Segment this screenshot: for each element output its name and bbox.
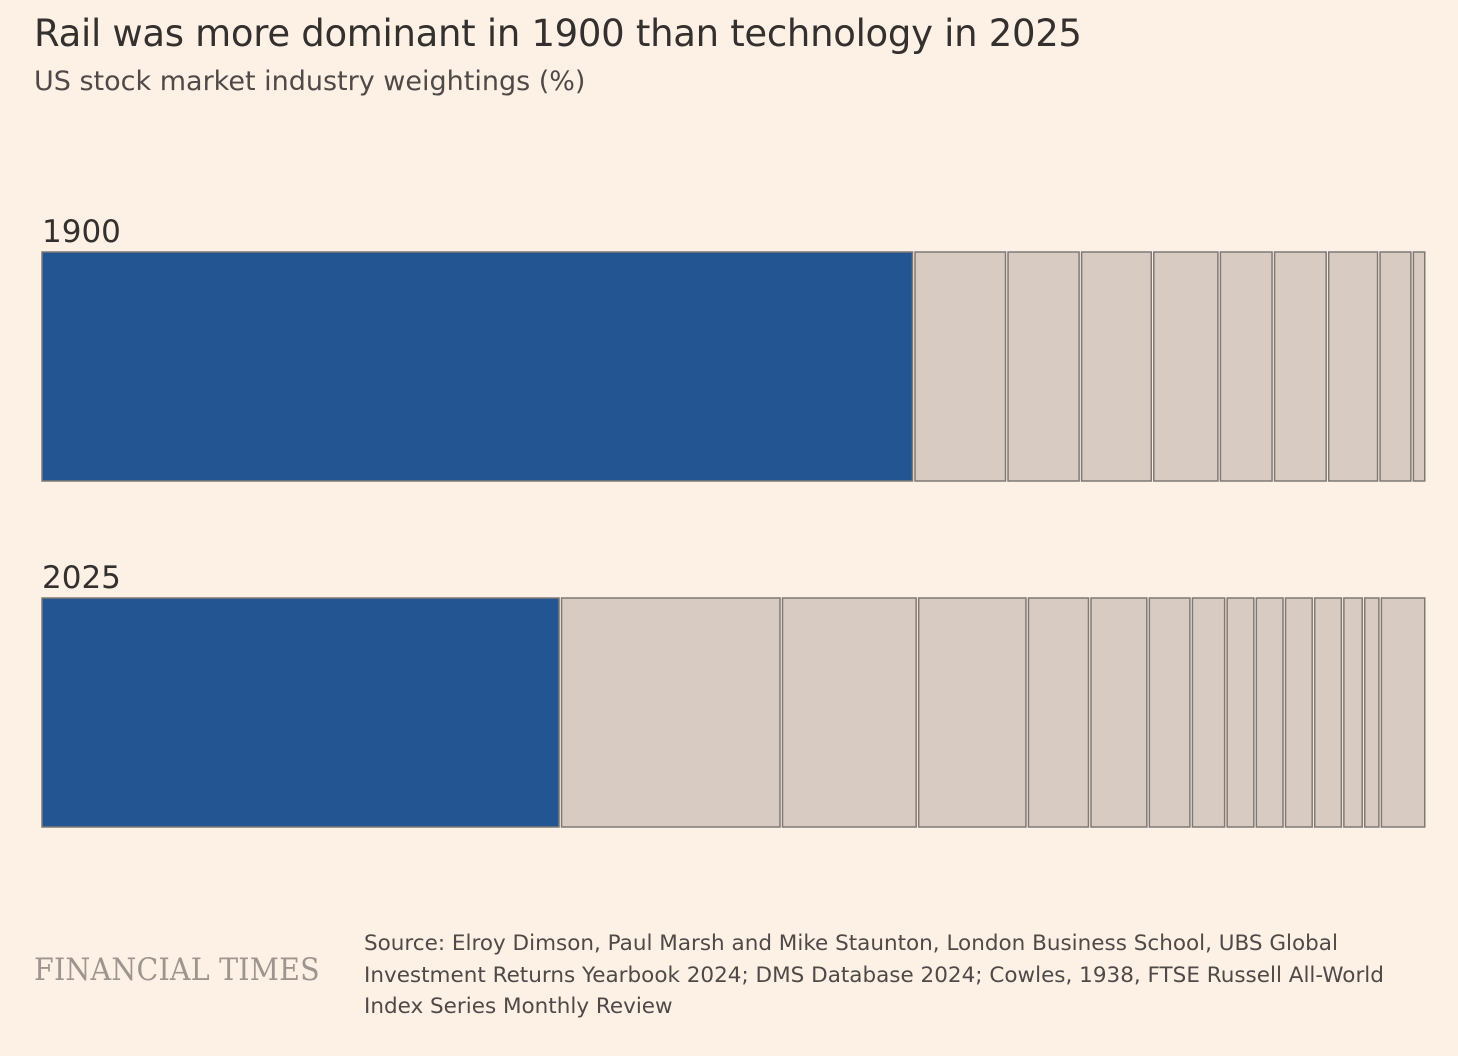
bar-segment-2025-2 xyxy=(560,597,781,828)
bar-segment-2025-5 xyxy=(1027,597,1090,828)
bar-segment-1900-10 xyxy=(1412,251,1426,482)
bar-segment-2025-13 xyxy=(1343,597,1363,828)
bar-segment-1900-3 xyxy=(1007,251,1080,482)
chart-title: Rail was more dominant in 1900 than tech… xyxy=(34,12,1082,55)
bar-segment-2025-9 xyxy=(1226,597,1255,828)
row-label-1900: 1900 xyxy=(42,214,121,250)
ft-logo: FINANCIAL TIMES xyxy=(34,952,320,988)
bar-segment-2025-11 xyxy=(1284,597,1313,828)
bar-segment-1900-1 xyxy=(41,251,914,482)
bar-segment-1900-8 xyxy=(1327,251,1379,482)
row-label-2025: 2025 xyxy=(42,560,121,596)
bar-segment-1900-7 xyxy=(1273,251,1327,482)
bar-segment-1900-2 xyxy=(914,251,1007,482)
stacked-bar-chart: 1900 2025 xyxy=(41,214,1426,828)
bar-segment-2025-6 xyxy=(1090,597,1148,828)
source-note: Source: Elroy Dimson, Paul Marsh and Mik… xyxy=(364,931,1384,1019)
bar-segment-2025-4 xyxy=(917,597,1027,828)
bar-segment-2025-7 xyxy=(1148,597,1191,828)
chart-subtitle: US stock market industry weightings (%) xyxy=(34,66,586,97)
bar-segment-2025-1 xyxy=(41,597,560,828)
bar-segment-1900-9 xyxy=(1379,251,1412,482)
bar-segment-1900-6 xyxy=(1219,251,1273,482)
bar-segment-1900-5 xyxy=(1153,251,1219,482)
bar-segment-2025-15 xyxy=(1380,597,1426,828)
bar-segment-2025-3 xyxy=(781,597,917,828)
bar-segment-2025-10 xyxy=(1255,597,1284,828)
bar-segment-2025-14 xyxy=(1363,597,1380,828)
bar-segment-2025-12 xyxy=(1313,597,1343,828)
bar-segment-1900-4 xyxy=(1080,251,1153,482)
bar-segment-2025-8 xyxy=(1191,597,1226,828)
